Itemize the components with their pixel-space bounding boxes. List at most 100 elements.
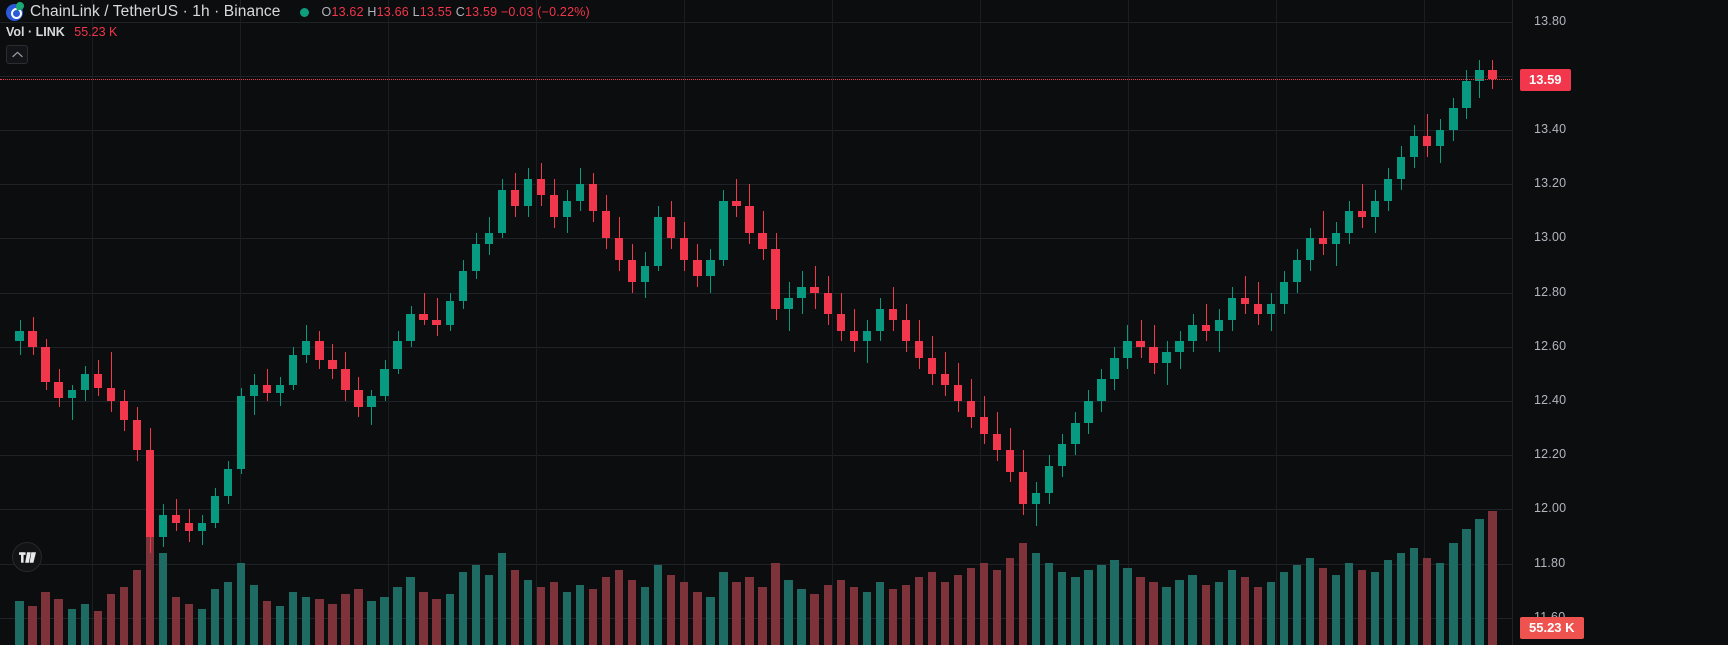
current-price-badge: 13.59 bbox=[1520, 68, 1571, 91]
volume-bar bbox=[1032, 553, 1041, 645]
candle-body bbox=[1384, 178, 1393, 201]
candle-body bbox=[367, 395, 376, 407]
volume-bar bbox=[263, 601, 272, 645]
volume-bar bbox=[849, 586, 858, 645]
volume-bar bbox=[158, 553, 168, 645]
ohlc-value-o: 13.62 bbox=[331, 5, 368, 19]
volume-bar bbox=[1384, 560, 1393, 645]
volume-bar bbox=[1214, 582, 1223, 645]
volume-bar bbox=[510, 570, 520, 645]
candle-wick bbox=[1206, 303, 1207, 342]
candle-body bbox=[1292, 260, 1302, 282]
candle-body bbox=[1188, 325, 1197, 342]
candle-wick bbox=[1362, 184, 1363, 228]
candle-body bbox=[953, 384, 963, 402]
volume-bar bbox=[1305, 557, 1315, 645]
volume-bar bbox=[1162, 586, 1171, 645]
candle-body bbox=[210, 495, 220, 524]
volume-bar bbox=[1318, 567, 1328, 645]
volume-bar bbox=[132, 570, 142, 645]
volume-bar bbox=[471, 565, 480, 645]
candle-body bbox=[797, 287, 806, 299]
candle-body bbox=[250, 384, 259, 396]
gridline-horizontal bbox=[0, 401, 1512, 403]
candle-wick bbox=[854, 308, 855, 353]
chevron-up-icon bbox=[11, 51, 23, 58]
candle-body bbox=[849, 330, 858, 342]
candle-body bbox=[1423, 135, 1432, 147]
gridline-horizontal bbox=[0, 184, 1512, 186]
tradingview-glyph-icon bbox=[18, 551, 36, 563]
volume-bar bbox=[1292, 565, 1302, 645]
candle-body bbox=[940, 373, 950, 385]
volume-bar bbox=[797, 589, 806, 645]
volume-bar bbox=[784, 579, 793, 645]
volume-legend[interactable]: Vol · LINK 55.23 K bbox=[6, 25, 117, 39]
volume-bar bbox=[93, 611, 102, 645]
volume-bar bbox=[1410, 548, 1419, 645]
volume-bar bbox=[614, 570, 624, 645]
volume-bar bbox=[445, 594, 454, 645]
candle-wick bbox=[1036, 482, 1037, 526]
collapse-pane-button[interactable] bbox=[6, 45, 28, 64]
candle-wick bbox=[1167, 341, 1168, 385]
candle-body bbox=[1136, 341, 1145, 347]
candle-body bbox=[680, 238, 689, 261]
volume-legend-label: Vol · LINK bbox=[6, 25, 65, 39]
symbol-legend[interactable]: ChainLink / TetherUS · 1h · Binance O13.… bbox=[6, 3, 590, 21]
symbol-title[interactable]: ChainLink / TetherUS · 1h · Binance bbox=[30, 3, 281, 20]
volume-bar bbox=[1136, 577, 1145, 645]
volume-bar bbox=[171, 596, 181, 645]
candle-body bbox=[628, 260, 637, 282]
volume-bar bbox=[289, 591, 298, 645]
volume-bar bbox=[458, 572, 467, 645]
gridline-horizontal bbox=[0, 617, 1512, 619]
candle-wick bbox=[1141, 319, 1142, 358]
candle-body bbox=[445, 300, 454, 326]
price-axis[interactable]: 13.8013.6013.4013.2013.0012.8012.6012.40… bbox=[1512, 0, 1728, 645]
volume-bar bbox=[328, 603, 337, 645]
candle-wick bbox=[945, 352, 946, 396]
tradingview-logo-icon bbox=[12, 542, 42, 572]
gridline-horizontal bbox=[0, 455, 1512, 457]
axis-tick-label: 12.20 bbox=[1534, 447, 1567, 462]
volume-bar bbox=[979, 562, 989, 645]
gridline-horizontal bbox=[0, 563, 1512, 565]
volume-bar bbox=[1045, 562, 1054, 645]
candle-body bbox=[888, 308, 898, 320]
candle-body bbox=[536, 178, 546, 196]
axis-tick-label: 13.80 bbox=[1534, 13, 1567, 28]
candle-body bbox=[302, 341, 311, 356]
candle-body bbox=[354, 390, 363, 407]
volume-bar bbox=[914, 577, 924, 645]
axis-tick-label: 12.60 bbox=[1534, 338, 1567, 353]
candle-body bbox=[497, 189, 506, 234]
candle-wick bbox=[72, 384, 73, 421]
volume-bar bbox=[223, 582, 233, 645]
volume-bar bbox=[1397, 553, 1406, 645]
candle-body bbox=[1084, 401, 1093, 423]
gridline-vertical bbox=[536, 0, 537, 645]
candle-body bbox=[80, 373, 89, 391]
candle-body bbox=[67, 390, 76, 399]
volume-bar bbox=[1084, 570, 1093, 645]
volume-bar bbox=[680, 582, 689, 645]
volume-bar bbox=[28, 606, 37, 645]
volume-bar bbox=[1019, 543, 1028, 645]
volume-bar bbox=[197, 608, 207, 645]
candle-body bbox=[1097, 379, 1106, 402]
volume-bar bbox=[406, 577, 415, 645]
candle-body bbox=[1149, 346, 1158, 364]
chart-plot-area[interactable] bbox=[0, 0, 1512, 645]
candle-body bbox=[510, 189, 520, 206]
volume-bar bbox=[1423, 557, 1432, 645]
candle-body bbox=[28, 330, 37, 347]
candle-body bbox=[1110, 357, 1119, 380]
gridline-horizontal bbox=[0, 292, 1512, 294]
ohlc-value-h: 13.66 bbox=[376, 5, 413, 19]
candle-wick bbox=[371, 390, 372, 426]
volume-bar bbox=[484, 574, 493, 645]
candle-body bbox=[966, 401, 976, 418]
volume-bar bbox=[875, 582, 884, 645]
